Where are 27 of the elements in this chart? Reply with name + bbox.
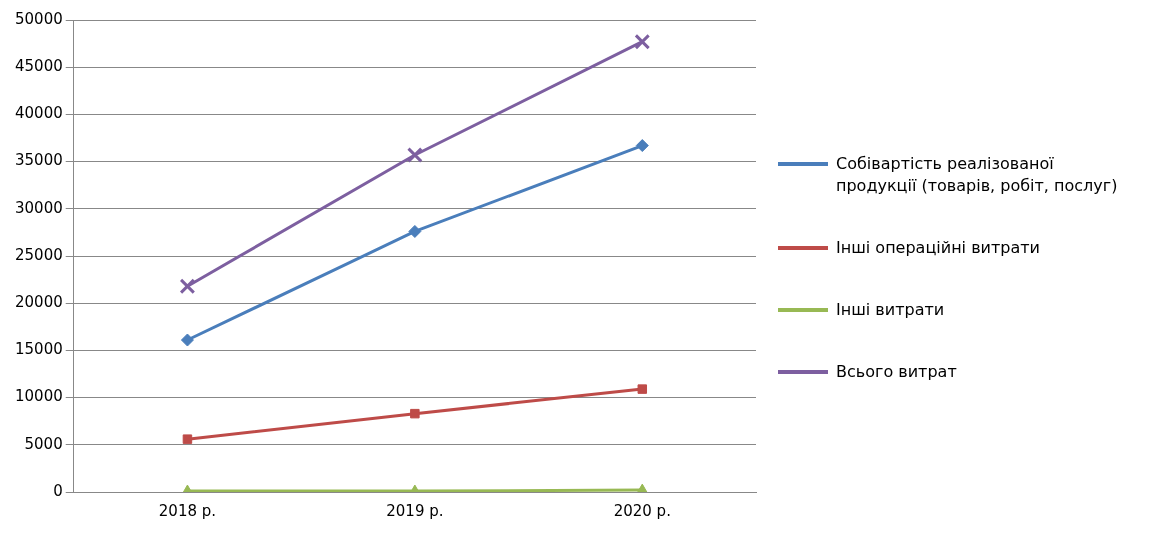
point xyxy=(182,434,193,444)
legend-label: Інші операційні витрати xyxy=(836,237,1040,259)
y-tick-label: 50000 xyxy=(15,9,63,28)
point xyxy=(408,224,422,238)
legend-label: Всього витрат xyxy=(836,361,957,383)
point xyxy=(634,33,651,50)
point xyxy=(180,333,194,347)
y-tick-label: 10000 xyxy=(15,387,63,406)
y-tick-label: 0 xyxy=(53,481,63,500)
x-tick-label: 2018 р. xyxy=(158,501,217,520)
y-tick-label: 40000 xyxy=(15,104,63,123)
y-tick-label: 15000 xyxy=(15,340,63,359)
point xyxy=(407,147,423,163)
x-tick-label: 2019 р. xyxy=(386,501,444,520)
y-tick-label: 25000 xyxy=(15,245,63,264)
x-tick-label: 2020 р. xyxy=(613,501,671,520)
point xyxy=(635,139,649,153)
point xyxy=(637,384,648,394)
y-tick-label: 45000 xyxy=(15,57,63,76)
y-tick-label: 20000 xyxy=(15,293,63,312)
legend-label: Інші витрати xyxy=(836,299,945,321)
point xyxy=(410,408,420,419)
legend-label: Собівартість реалізованої продукції (товарів, робіт, послуг) xyxy=(836,153,1119,197)
y-tick-label: 35000 xyxy=(15,151,63,170)
point xyxy=(179,278,196,295)
y-tick-label: 30000 xyxy=(15,198,63,217)
y-tick-label: 5000 xyxy=(24,434,63,453)
